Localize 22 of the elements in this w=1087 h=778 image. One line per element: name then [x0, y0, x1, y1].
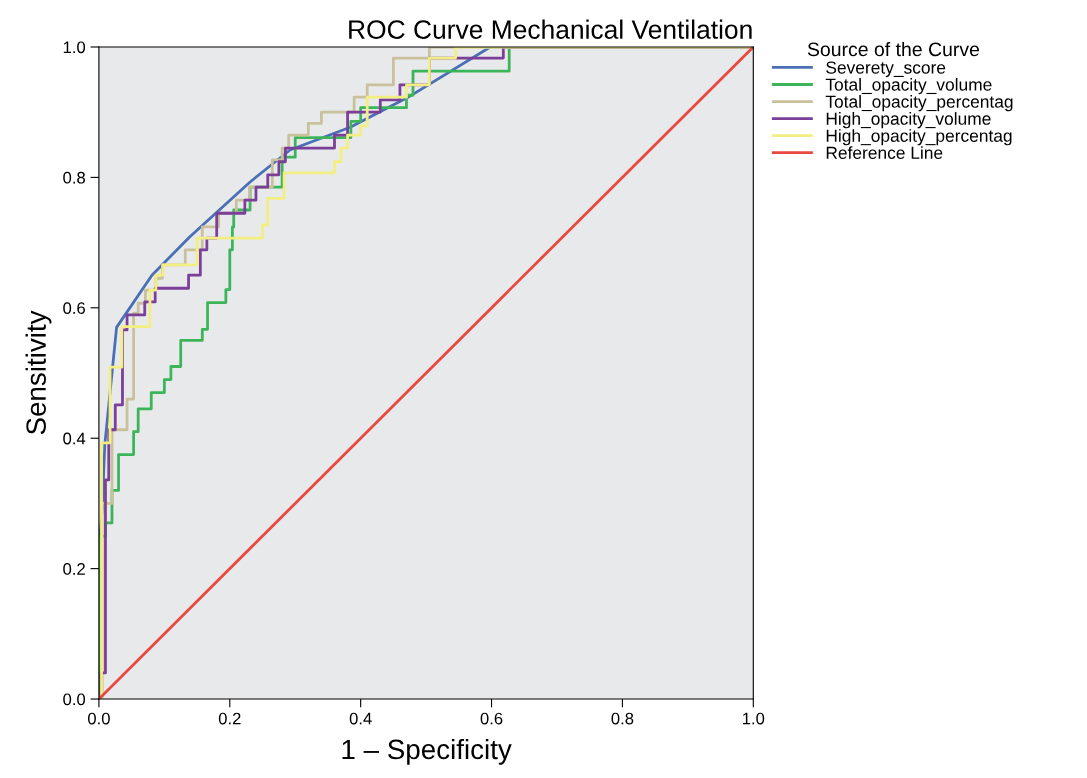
y-tick-label: 1.0 — [63, 41, 86, 54]
legend-label: Severety_score — [826, 61, 946, 78]
x-tick-label: 0.4 — [349, 712, 372, 725]
y-tick-label: 0.6 — [63, 302, 85, 315]
legend-label: Total_opacity_percentag — [825, 95, 1013, 112]
x-tick-label: 1.0 — [742, 712, 765, 725]
chart-title: ROC Curve Mechanical Ventilation — [349, 19, 752, 39]
legend-label: Reference Line — [826, 146, 943, 159]
legend-title: Source of the Curve — [807, 41, 980, 57]
x-tick-label: 0.8 — [611, 712, 634, 725]
y-axis-title: Sensitivity — [25, 310, 52, 435]
y-tick-label: 0.0 — [63, 693, 86, 706]
y-tick-label: 0.2 — [63, 563, 85, 575]
x-tick-label: 0.0 — [87, 712, 110, 725]
x-axis-title: 1 – Specificity — [342, 738, 512, 765]
x-tick-label: 0.6 — [480, 712, 503, 725]
legend-label: High_opacity_volume — [826, 112, 991, 129]
y-tick-label: 0.4 — [63, 432, 86, 445]
legend-label: Total_opacity_volume — [825, 78, 992, 95]
legend-label: High_opacity_percentag — [826, 129, 1012, 146]
y-tick-label: 0.8 — [63, 171, 85, 184]
x-tick-label: 0.2 — [218, 712, 241, 725]
